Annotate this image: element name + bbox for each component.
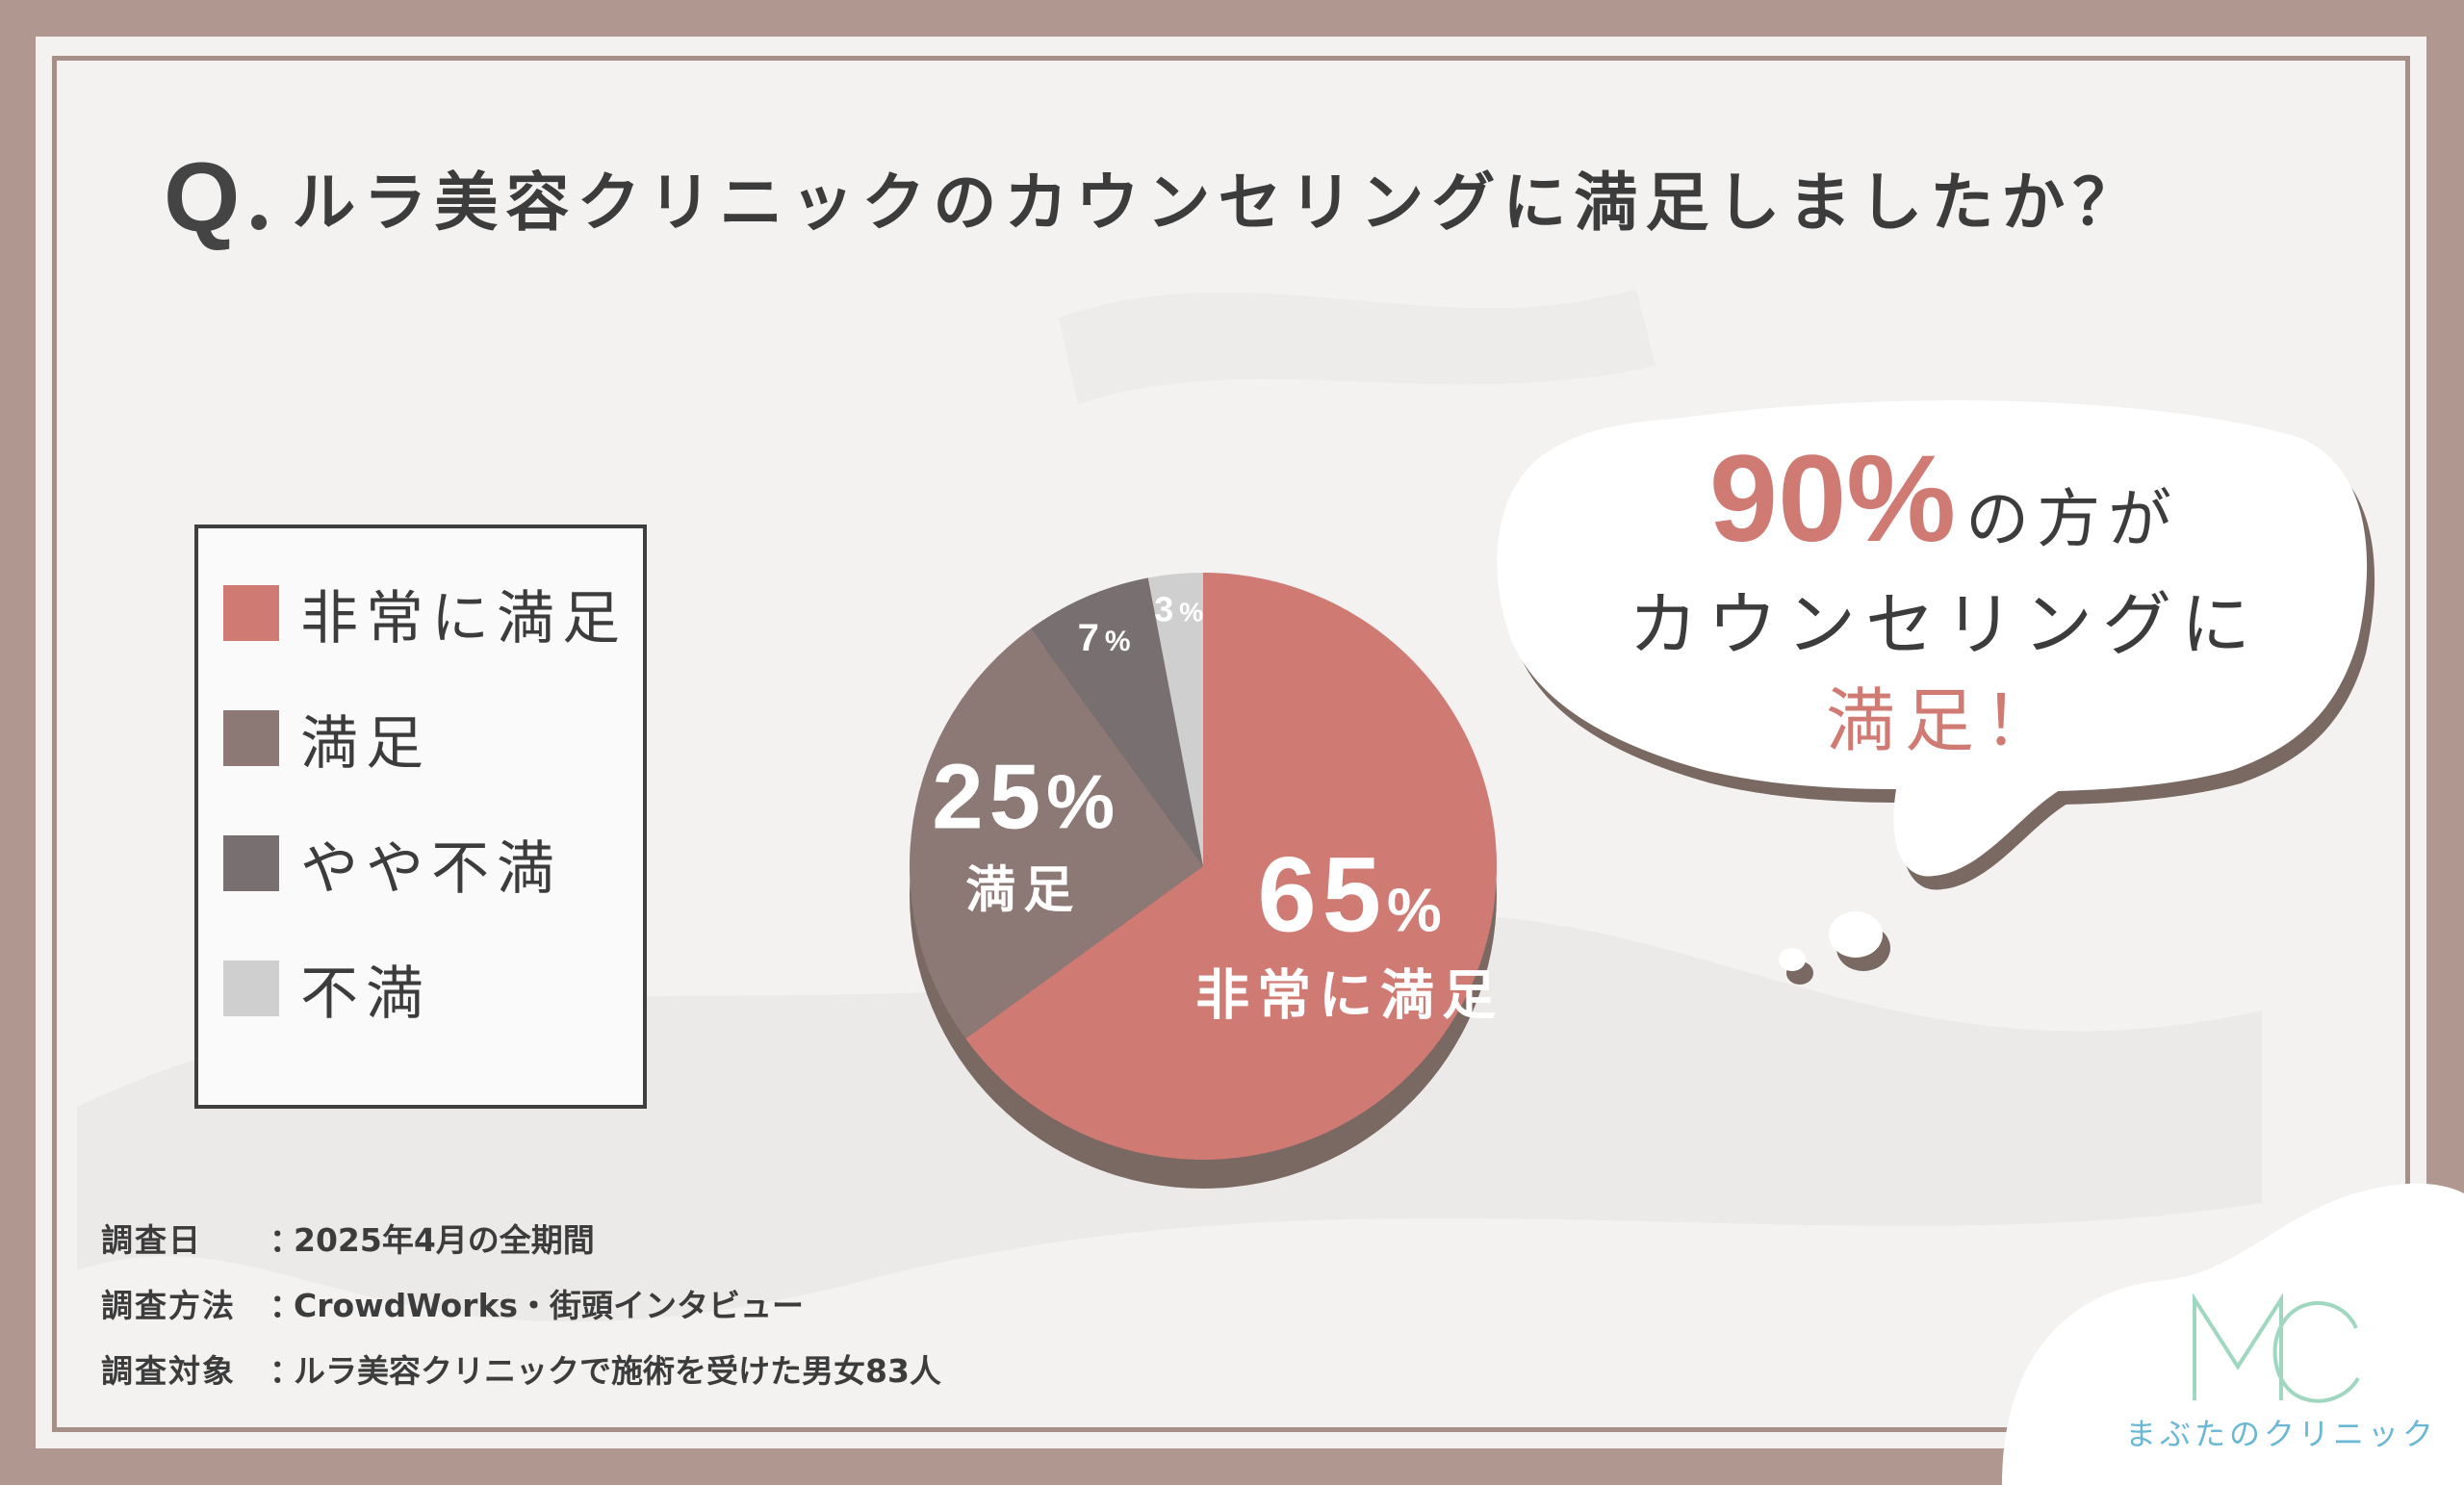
- pie-slice-name-0: 非常に満足: [1195, 965, 1503, 1028]
- survey-value: CrowdWorks・街頭インタビュー: [294, 1287, 805, 1324]
- callout-line1-rest: の方が: [1965, 482, 2180, 556]
- pie-slice-label-2: 7%: [1078, 617, 1131, 659]
- callout-line3: 満足！: [1825, 680, 2063, 761]
- legend-label: 不満: [300, 960, 431, 1028]
- legend-swatch: [223, 960, 279, 1016]
- survey-key: 調査方法: [101, 1287, 236, 1324]
- survey-value: 2025年4月の全期間: [294, 1221, 595, 1259]
- survey-value: ルラ美容クリニックで施術を受けた男女83人: [294, 1352, 941, 1390]
- pie-slice-name-1: 満足: [965, 861, 1081, 919]
- legend-item-unsatisfied: 不満: [223, 955, 431, 1028]
- survey-separator: ：: [270, 1287, 301, 1324]
- survey-row-target: 調査対象 ： ルラ美容クリニックで施術を受けた男女83人: [101, 1339, 941, 1404]
- pie-slice-2: [1030, 577, 1203, 866]
- callout-percent: 90%: [1708, 430, 1957, 568]
- legend-label: やや不満: [300, 834, 562, 903]
- pie-slice-label-1: 25%: [932, 745, 1115, 848]
- survey-separator: ：: [270, 1352, 301, 1390]
- legend: 非常に満足 満足 やや不満 不満: [194, 525, 647, 1109]
- pie-slice-1: [910, 628, 1203, 1039]
- pie-slice-0: [965, 573, 1497, 1160]
- survey-key: 調査対象: [101, 1352, 236, 1390]
- clinic-logo-text: まぶたのクリニック: [2124, 1416, 2437, 1452]
- pie-slice-label-0: 65%: [1258, 836, 1442, 955]
- logo-background-blob: [2002, 1183, 2464, 1485]
- chart-title: Q ルラ美容クリニックのカウンセリングに満足しましたか？: [164, 135, 2143, 260]
- survey-info: 調査日 ： 2025年4月の全期間 調査方法 ： CrowdWorks・街頭イン…: [101, 1208, 941, 1404]
- legend-label: 非常に満足: [300, 584, 628, 653]
- survey-row-date: 調査日 ： 2025年4月の全期間: [101, 1208, 941, 1273]
- survey-key: 調査日: [101, 1221, 202, 1259]
- legend-label: 満足: [300, 709, 431, 778]
- title-question: ルラ美容クリニックのカウンセリングに満足しましたか？: [292, 166, 2144, 240]
- survey-row-method: 調査方法 ： CrowdWorks・街頭インタビュー: [101, 1273, 941, 1339]
- pie-chart: 65% 非常に満足 25% 満足 7% 3%: [910, 573, 1503, 1189]
- legend-swatch: [223, 835, 279, 891]
- callout-thought-bubble: [1497, 400, 2375, 985]
- legend-swatch: [223, 710, 279, 766]
- legend-item-satisfied: 満足: [223, 704, 431, 778]
- frame-border: [52, 56, 2410, 1432]
- callout-line2: カウンセリングに: [1628, 584, 2260, 665]
- title-dot: [251, 215, 268, 230]
- pie-slice-label-3: 3%: [1154, 589, 1203, 628]
- clinic-logo-icon: [2193, 1293, 2360, 1403]
- legend-item-very-satisfied: 非常に満足: [223, 579, 628, 653]
- survey-separator: ：: [270, 1221, 301, 1259]
- legend-swatch: [223, 585, 279, 641]
- legend-item-somewhat-unsatisfied: やや不満: [223, 830, 562, 903]
- pie-slice-3: [1147, 573, 1203, 866]
- callout-line1: 90% の方が: [1502, 428, 2387, 568]
- title-q-mark: Q: [164, 141, 243, 252]
